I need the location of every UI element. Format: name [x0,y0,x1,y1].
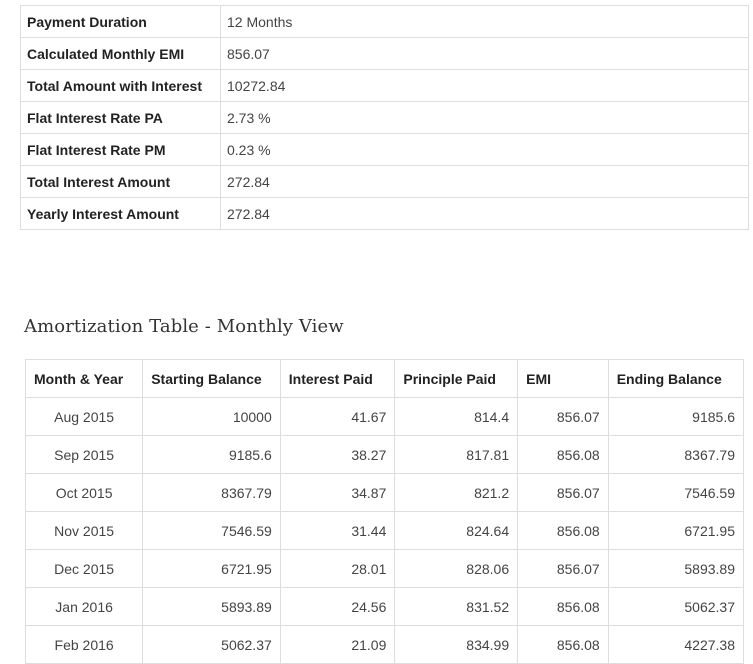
cell-ending-balance: 4227.38 [607,625,745,664]
cell-month-year: Jan 2016 [24,587,144,626]
table-row: Dec 2015 6721.95 28.01 828.06 856.07 589… [24,549,745,588]
amortization-title: Amortization Table - Monthly View [24,316,344,337]
summary-row-payment-duration: Payment Duration 12 Months [20,5,749,38]
summary-label: Payment Duration [20,5,221,38]
table-row: Sep 2015 9185.6 38.27 817.81 856.08 8367… [24,435,745,474]
summary-row-total-amount: Total Amount with Interest 10272.84 [20,69,749,102]
cell-emi: 856.07 [517,549,609,588]
cell-interest-paid: 31.44 [279,511,396,550]
cell-ending-balance: 7546.59 [607,473,745,512]
summary-label: Flat Interest Rate PA [20,101,221,134]
amortization-header-row: Month & Year Starting Balance Interest P… [24,359,745,398]
cell-month-year: Aug 2015 [24,397,144,436]
cell-month-year: Sep 2015 [24,435,144,474]
summary-label: Total Amount with Interest [20,69,221,102]
cell-ending-balance: 6721.95 [607,511,745,550]
cell-emi: 856.08 [517,587,609,626]
summary-value: 0.23 % [220,133,749,166]
summary-value: 272.84 [220,197,749,230]
cell-interest-paid: 38.27 [279,435,396,474]
summary-row-flat-rate-pm: Flat Interest Rate PM 0.23 % [20,133,749,166]
summary-value: 10272.84 [220,69,749,102]
cell-emi: 856.07 [517,397,609,436]
column-header-interest-paid: Interest Paid [279,359,396,398]
summary-row-flat-rate-pa: Flat Interest Rate PA 2.73 % [20,101,749,134]
cell-ending-balance: 8367.79 [607,435,745,474]
summary-label: Yearly Interest Amount [20,197,221,230]
table-row: Feb 2016 5062.37 21.09 834.99 856.08 422… [24,625,745,664]
cell-ending-balance: 5062.37 [607,587,745,626]
summary-value: 12 Months [220,5,749,38]
column-header-month-year: Month & Year [24,359,144,398]
cell-month-year: Nov 2015 [24,511,144,550]
summary-value: 2.73 % [220,101,749,134]
summary-row-monthly-emi: Calculated Monthly EMI 856.07 [20,37,749,70]
cell-starting-balance: 9185.6 [142,435,281,474]
cell-principle-paid: 814.4 [394,397,519,436]
cell-ending-balance: 5893.89 [607,549,745,588]
column-header-emi: EMI [517,359,609,398]
cell-interest-paid: 24.56 [279,587,396,626]
cell-principle-paid: 831.52 [394,587,519,626]
cell-starting-balance: 5062.37 [142,625,281,664]
summary-row-total-interest: Total Interest Amount 272.84 [20,165,749,198]
cell-interest-paid: 41.67 [279,397,396,436]
cell-month-year: Dec 2015 [24,549,144,588]
cell-starting-balance: 8367.79 [142,473,281,512]
column-header-ending-balance: Ending Balance [607,359,745,398]
table-row: Aug 2015 10000 41.67 814.4 856.07 9185.6 [24,397,745,436]
cell-principle-paid: 828.06 [394,549,519,588]
column-header-starting-balance: Starting Balance [142,359,281,398]
cell-principle-paid: 817.81 [394,435,519,474]
cell-emi: 856.07 [517,473,609,512]
cell-interest-paid: 34.87 [279,473,396,512]
column-header-principle-paid: Principle Paid [394,359,519,398]
cell-principle-paid: 821.2 [394,473,519,512]
amortization-table: Month & Year Starting Balance Interest P… [24,359,745,664]
summary-row-yearly-interest: Yearly Interest Amount 272.84 [20,197,749,230]
cell-emi: 856.08 [517,435,609,474]
table-row: Nov 2015 7546.59 31.44 824.64 856.08 672… [24,511,745,550]
cell-principle-paid: 834.99 [394,625,519,664]
cell-month-year: Oct 2015 [24,473,144,512]
cell-ending-balance: 9185.6 [607,397,745,436]
cell-interest-paid: 21.09 [279,625,396,664]
cell-principle-paid: 824.64 [394,511,519,550]
cell-interest-paid: 28.01 [279,549,396,588]
cell-starting-balance: 6721.95 [142,549,281,588]
table-row: Oct 2015 8367.79 34.87 821.2 856.07 7546… [24,473,745,512]
table-row: Jan 2016 5893.89 24.56 831.52 856.08 506… [24,587,745,626]
cell-emi: 856.08 [517,511,609,550]
summary-label: Total Interest Amount [20,165,221,198]
cell-starting-balance: 10000 [142,397,281,436]
summary-label: Flat Interest Rate PM [20,133,221,166]
summary-value: 856.07 [220,37,749,70]
cell-starting-balance: 7546.59 [142,511,281,550]
summary-value: 272.84 [220,165,749,198]
cell-emi: 856.08 [517,625,609,664]
loan-summary-table: Payment Duration 12 Months Calculated Mo… [20,5,749,230]
cell-month-year: Feb 2016 [24,625,144,664]
summary-label: Calculated Monthly EMI [20,37,221,70]
cell-starting-balance: 5893.89 [142,587,281,626]
